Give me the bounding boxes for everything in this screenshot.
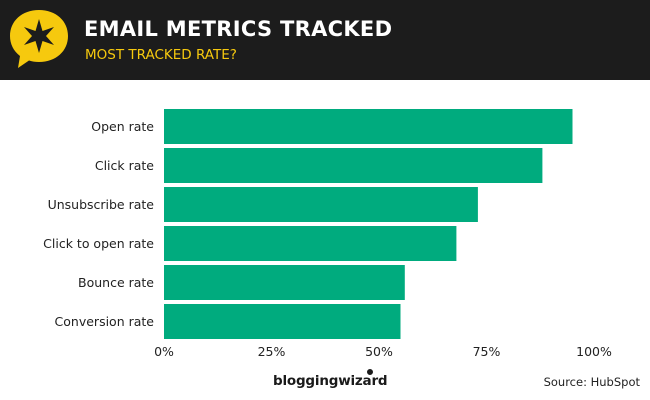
chart-title: EMAIL METRICS TRACKED: [84, 17, 393, 41]
bar-conversion-rate: [164, 304, 401, 339]
category-label: Click rate: [95, 158, 154, 173]
x-tick-label: 50%: [365, 344, 393, 359]
category-label: Click to open rate: [43, 236, 154, 251]
x-tick-label: 25%: [258, 344, 286, 359]
x-tick-label: 100%: [576, 344, 612, 359]
chart-subtitle: MOST TRACKED RATE?: [85, 47, 237, 63]
source-note: Source: HubSpot: [543, 375, 640, 389]
bar-open-rate: [164, 109, 573, 144]
bar-click-rate: [164, 148, 543, 183]
bar-chart: Open rate Click rate Unsubscribe rate Click…: [43, 109, 612, 359]
x-tick-label: 75%: [473, 344, 501, 359]
x-tick-label: 0%: [154, 344, 174, 359]
category-label: Bounce rate: [78, 275, 154, 290]
brand-logo-dot-icon: [365, 367, 375, 377]
category-label: Unsubscribe rate: [48, 197, 155, 212]
bar-bounce-rate: [164, 265, 405, 300]
header-banner: EMAIL METRICS TRACKED MOST TRACKED RATE?: [0, 0, 650, 80]
category-label: Open rate: [91, 119, 154, 134]
bar-click-to-open-rate: [164, 226, 457, 261]
category-label: Conversion rate: [55, 314, 155, 329]
brand-logo-text: bloggingwizard: [273, 373, 388, 389]
star-speech-bubble-icon: [10, 10, 68, 68]
bar-unsubscribe-rate: [164, 187, 478, 222]
